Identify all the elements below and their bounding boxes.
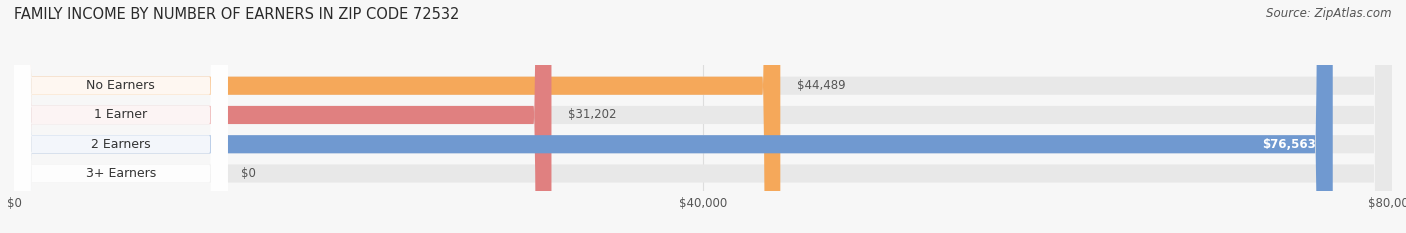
- FancyBboxPatch shape: [14, 0, 228, 233]
- FancyBboxPatch shape: [14, 0, 1333, 233]
- Text: No Earners: No Earners: [87, 79, 155, 92]
- FancyBboxPatch shape: [14, 0, 228, 233]
- FancyBboxPatch shape: [14, 0, 228, 233]
- Text: 1 Earner: 1 Earner: [94, 109, 148, 121]
- FancyBboxPatch shape: [14, 0, 1392, 233]
- Text: $44,489: $44,489: [797, 79, 845, 92]
- Text: FAMILY INCOME BY NUMBER OF EARNERS IN ZIP CODE 72532: FAMILY INCOME BY NUMBER OF EARNERS IN ZI…: [14, 7, 460, 22]
- FancyBboxPatch shape: [14, 0, 1392, 233]
- Text: $0: $0: [242, 167, 256, 180]
- Text: Source: ZipAtlas.com: Source: ZipAtlas.com: [1267, 7, 1392, 20]
- FancyBboxPatch shape: [14, 0, 1392, 233]
- FancyBboxPatch shape: [14, 0, 780, 233]
- Text: $76,563: $76,563: [1263, 138, 1316, 151]
- FancyBboxPatch shape: [14, 0, 551, 233]
- Text: $31,202: $31,202: [568, 109, 616, 121]
- FancyBboxPatch shape: [14, 0, 228, 233]
- Text: 2 Earners: 2 Earners: [91, 138, 150, 151]
- FancyBboxPatch shape: [14, 0, 1392, 233]
- Text: 3+ Earners: 3+ Earners: [86, 167, 156, 180]
